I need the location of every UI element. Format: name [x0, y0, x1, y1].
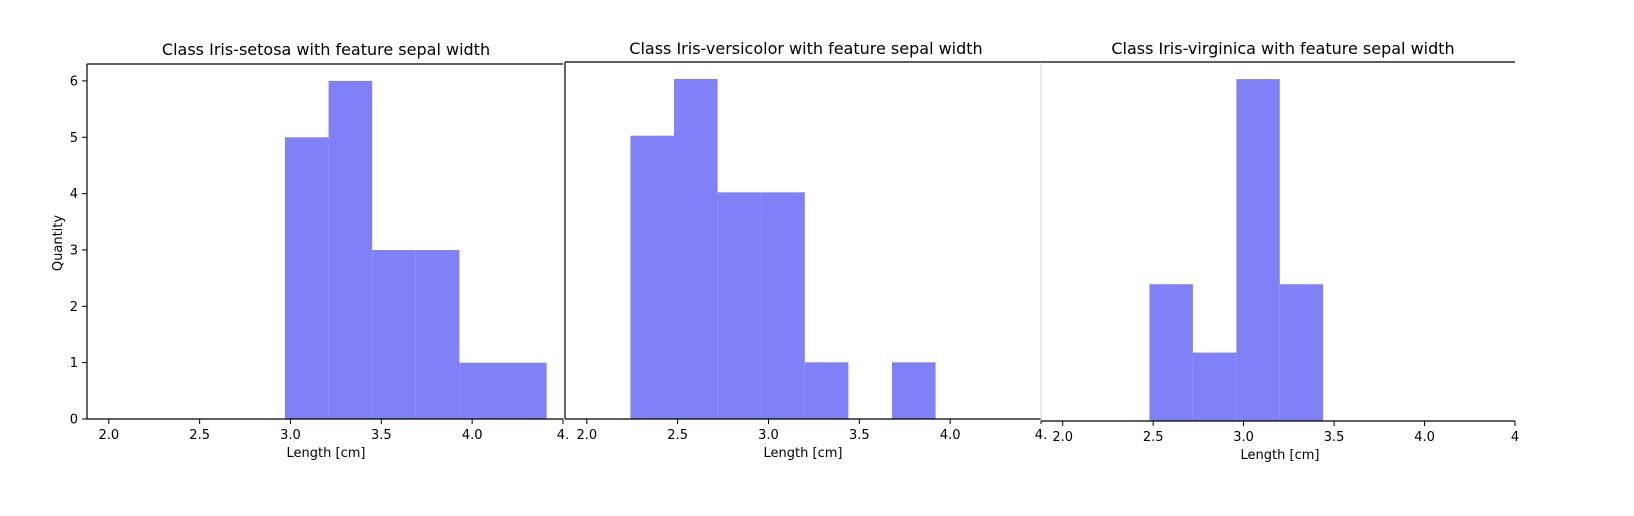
histogram-bar	[674, 79, 718, 419]
y-tick-label: 5	[70, 131, 78, 146]
ticks-group: 2.0 2.5 3.0 3.5 4.0 4	[1052, 421, 1519, 445]
histogram-bar	[804, 362, 849, 419]
bars-group	[630, 79, 936, 419]
y-tick-label: 0	[70, 413, 78, 428]
y-tick-label: 4	[70, 187, 78, 202]
virginica-panel: Class Iris-virginica with feature sepal …	[1040, 39, 1519, 463]
y-axis-label: Quantity	[51, 215, 66, 271]
x-axis-label: Length [cm]	[287, 446, 366, 461]
panel-title: Class Iris-setosa with feature sepal wid…	[162, 40, 490, 59]
histogram-bar	[285, 137, 329, 420]
x-axis-label: Length [cm]	[764, 446, 843, 461]
histogram-bar	[328, 80, 373, 420]
y-tick-label: 2	[70, 300, 78, 315]
y-tick-label: 6	[70, 74, 78, 89]
x-axis-label: Length [cm]	[1241, 448, 1320, 463]
y-tick-label: 1	[70, 356, 78, 371]
histogram-bar	[1149, 284, 1193, 421]
x-tick-label: 4.0	[940, 428, 961, 443]
histogram-bar	[1193, 352, 1237, 421]
y-tick-label: 3	[70, 243, 78, 258]
x-tick-label: 4.	[557, 428, 569, 443]
bars-group	[1149, 79, 1324, 421]
x-tick-label: 2.0	[576, 428, 597, 443]
x-tick-label: 3.5	[371, 428, 392, 443]
histogram-bar	[1279, 284, 1324, 421]
panel-title: Class Iris-versicolor with feature sepal…	[629, 39, 982, 58]
x-tick-label: 2.5	[667, 428, 688, 443]
histogram-bar	[892, 362, 936, 419]
x-tick-label: 3.5	[1324, 430, 1345, 445]
x-tick-label: 4.0	[1414, 430, 1435, 445]
histogram-bar	[415, 250, 460, 419]
panel-title: Class Iris-virginica with feature sepal …	[1111, 39, 1454, 58]
versicolor-panel: Class Iris-versicolor with feature sepal…	[564, 39, 1047, 461]
x-tick-label: 3.0	[280, 428, 301, 443]
x-tick-label: 3.0	[758, 428, 779, 443]
histogram-bar	[761, 192, 805, 419]
setosa-panel: Class Iris-setosa with feature sepal wid…	[51, 40, 569, 461]
histogram-bar	[503, 362, 547, 419]
x-tick-label: 4.0	[462, 428, 483, 443]
histogram-bar	[630, 135, 674, 419]
x-tick-label: 2.5	[189, 428, 210, 443]
bars-group	[285, 80, 547, 420]
x-tick-label: 3.0	[1233, 430, 1254, 445]
x-tick-label: 3.5	[849, 428, 870, 443]
histogram-bar	[372, 250, 416, 419]
histogram-bar	[717, 192, 762, 419]
x-tick-label: 2.0	[98, 428, 119, 443]
x-tick-label: 4	[1511, 430, 1519, 445]
ticks-group: 2.0 2.5 3.0 3.5 4.0 4.	[576, 419, 1047, 443]
histogram-bar	[1236, 79, 1280, 421]
histogram-bar	[459, 362, 503, 419]
x-tick-label: 4.	[1035, 428, 1047, 443]
x-tick-label: 2.0	[1052, 430, 1073, 445]
x-tick-label: 2.5	[1143, 430, 1164, 445]
